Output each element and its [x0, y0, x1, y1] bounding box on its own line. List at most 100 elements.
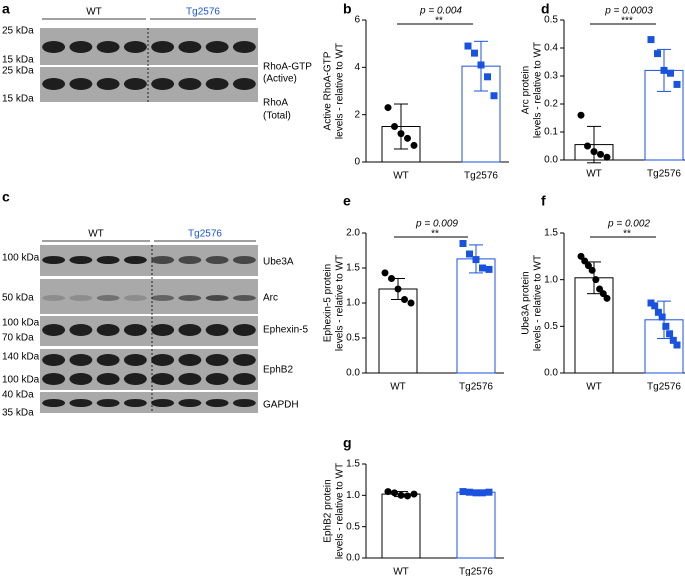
blot-band: [178, 295, 202, 301]
data-point: [384, 488, 392, 496]
y-axis-label: Active RhoA-GTP: [323, 51, 334, 130]
blot-band: [178, 399, 202, 407]
data-point: [485, 488, 493, 496]
y-tick-label: 0.4: [544, 43, 558, 54]
marker-label: 100 kDa: [2, 253, 40, 264]
data-point: [603, 153, 611, 161]
data-point: [384, 104, 392, 112]
data-point: [391, 489, 398, 497]
data-point: [654, 50, 661, 58]
data-point: [464, 42, 472, 50]
blot-band: [178, 41, 202, 53]
data-point: [459, 488, 467, 496]
y-axis-label: levels - relative to WT: [335, 463, 346, 559]
data-point: [596, 285, 604, 293]
significance-stars: ***: [621, 16, 633, 27]
blot-band: [69, 41, 93, 53]
row-label: GAPDH: [263, 400, 299, 411]
data-point: [381, 269, 389, 277]
blot-band: [205, 295, 229, 301]
panel-letter: b: [343, 1, 352, 17]
blot-band: [151, 78, 175, 90]
data-point: [407, 299, 415, 307]
blot-band: [69, 324, 93, 336]
data-point: [673, 341, 681, 349]
blot-band: [232, 399, 256, 407]
y-tick-label: 0.0: [544, 155, 558, 166]
data-point: [669, 336, 677, 344]
blot-band: [178, 373, 202, 385]
blot-band: [205, 354, 229, 366]
p-value: p = 0.004: [419, 6, 462, 17]
blot-band: [96, 41, 120, 53]
blot-band: [178, 256, 202, 264]
blot-strip: [40, 392, 258, 413]
data-point: [485, 265, 493, 273]
p-value: p = 0.0003: [604, 6, 653, 17]
y-tick-label: 0: [354, 157, 360, 168]
y-axis-label: EphB2 protein: [323, 479, 334, 542]
blot-band: [123, 256, 147, 264]
blot-band: [96, 256, 120, 264]
y-tick-label: 0.2: [544, 99, 558, 110]
y-tick-label: 1.0: [346, 298, 360, 309]
y-tick-label: 0.5: [346, 521, 360, 532]
data-point: [472, 489, 480, 497]
blot-band: [42, 373, 66, 385]
blot-band: [232, 295, 256, 301]
blot-band: [123, 41, 147, 53]
bar: [381, 493, 421, 559]
data-point: [484, 73, 491, 81]
x-tick-label: WT: [393, 567, 409, 576]
blot-band: [96, 354, 120, 366]
panel-letter: c: [2, 189, 10, 205]
data-point: [397, 491, 405, 499]
blot-band: [69, 256, 93, 264]
data-point: [410, 490, 418, 498]
blot-band: [123, 399, 147, 407]
blot-band: [151, 324, 175, 336]
blot-band: [205, 41, 229, 53]
marker-label: 140 kDa: [2, 352, 40, 363]
blot-band: [96, 373, 120, 385]
blot-band: [232, 324, 256, 336]
y-tick-label: 0.1: [544, 127, 558, 138]
blot-band: [151, 354, 175, 366]
data-point: [654, 308, 662, 316]
data-point: [577, 111, 585, 119]
blot-band: [42, 256, 66, 264]
data-point: [584, 142, 591, 150]
data-point: [490, 92, 498, 100]
data-point: [459, 240, 467, 247]
y-tick-label: 6: [354, 15, 360, 26]
y-tick-label: 0.5: [544, 321, 558, 332]
bar: [456, 491, 496, 559]
marker-label: 25 kDa: [2, 66, 34, 77]
y-axis-label: levels - relative to WT: [335, 255, 346, 351]
y-tick-label: 1.5: [346, 263, 360, 274]
data-point: [647, 36, 655, 44]
marker-label: 100 kDa: [2, 375, 40, 386]
row-label: Ephexin-5: [263, 325, 308, 336]
bar: [456, 258, 496, 374]
data-point: [660, 66, 668, 74]
group-label: Tg2576: [186, 7, 220, 18]
blot-band: [151, 373, 175, 385]
significance-stars: **: [623, 229, 631, 240]
data-point: [477, 61, 485, 69]
blot-band: [69, 78, 93, 90]
x-tick-label: Tg2576: [464, 171, 498, 182]
y-tick-label: 0.5: [346, 333, 360, 344]
blot-band: [151, 41, 175, 53]
y-axis-label: levels - relative to WT: [335, 43, 346, 139]
data-point: [577, 252, 585, 260]
x-tick-label: WT: [586, 169, 602, 180]
blot-band: [42, 324, 66, 336]
blot-band: [178, 78, 202, 90]
blot-band: [69, 295, 93, 301]
blot-band: [232, 41, 256, 53]
data-point: [466, 488, 473, 496]
blot-band: [42, 354, 66, 366]
data-point: [584, 262, 592, 270]
